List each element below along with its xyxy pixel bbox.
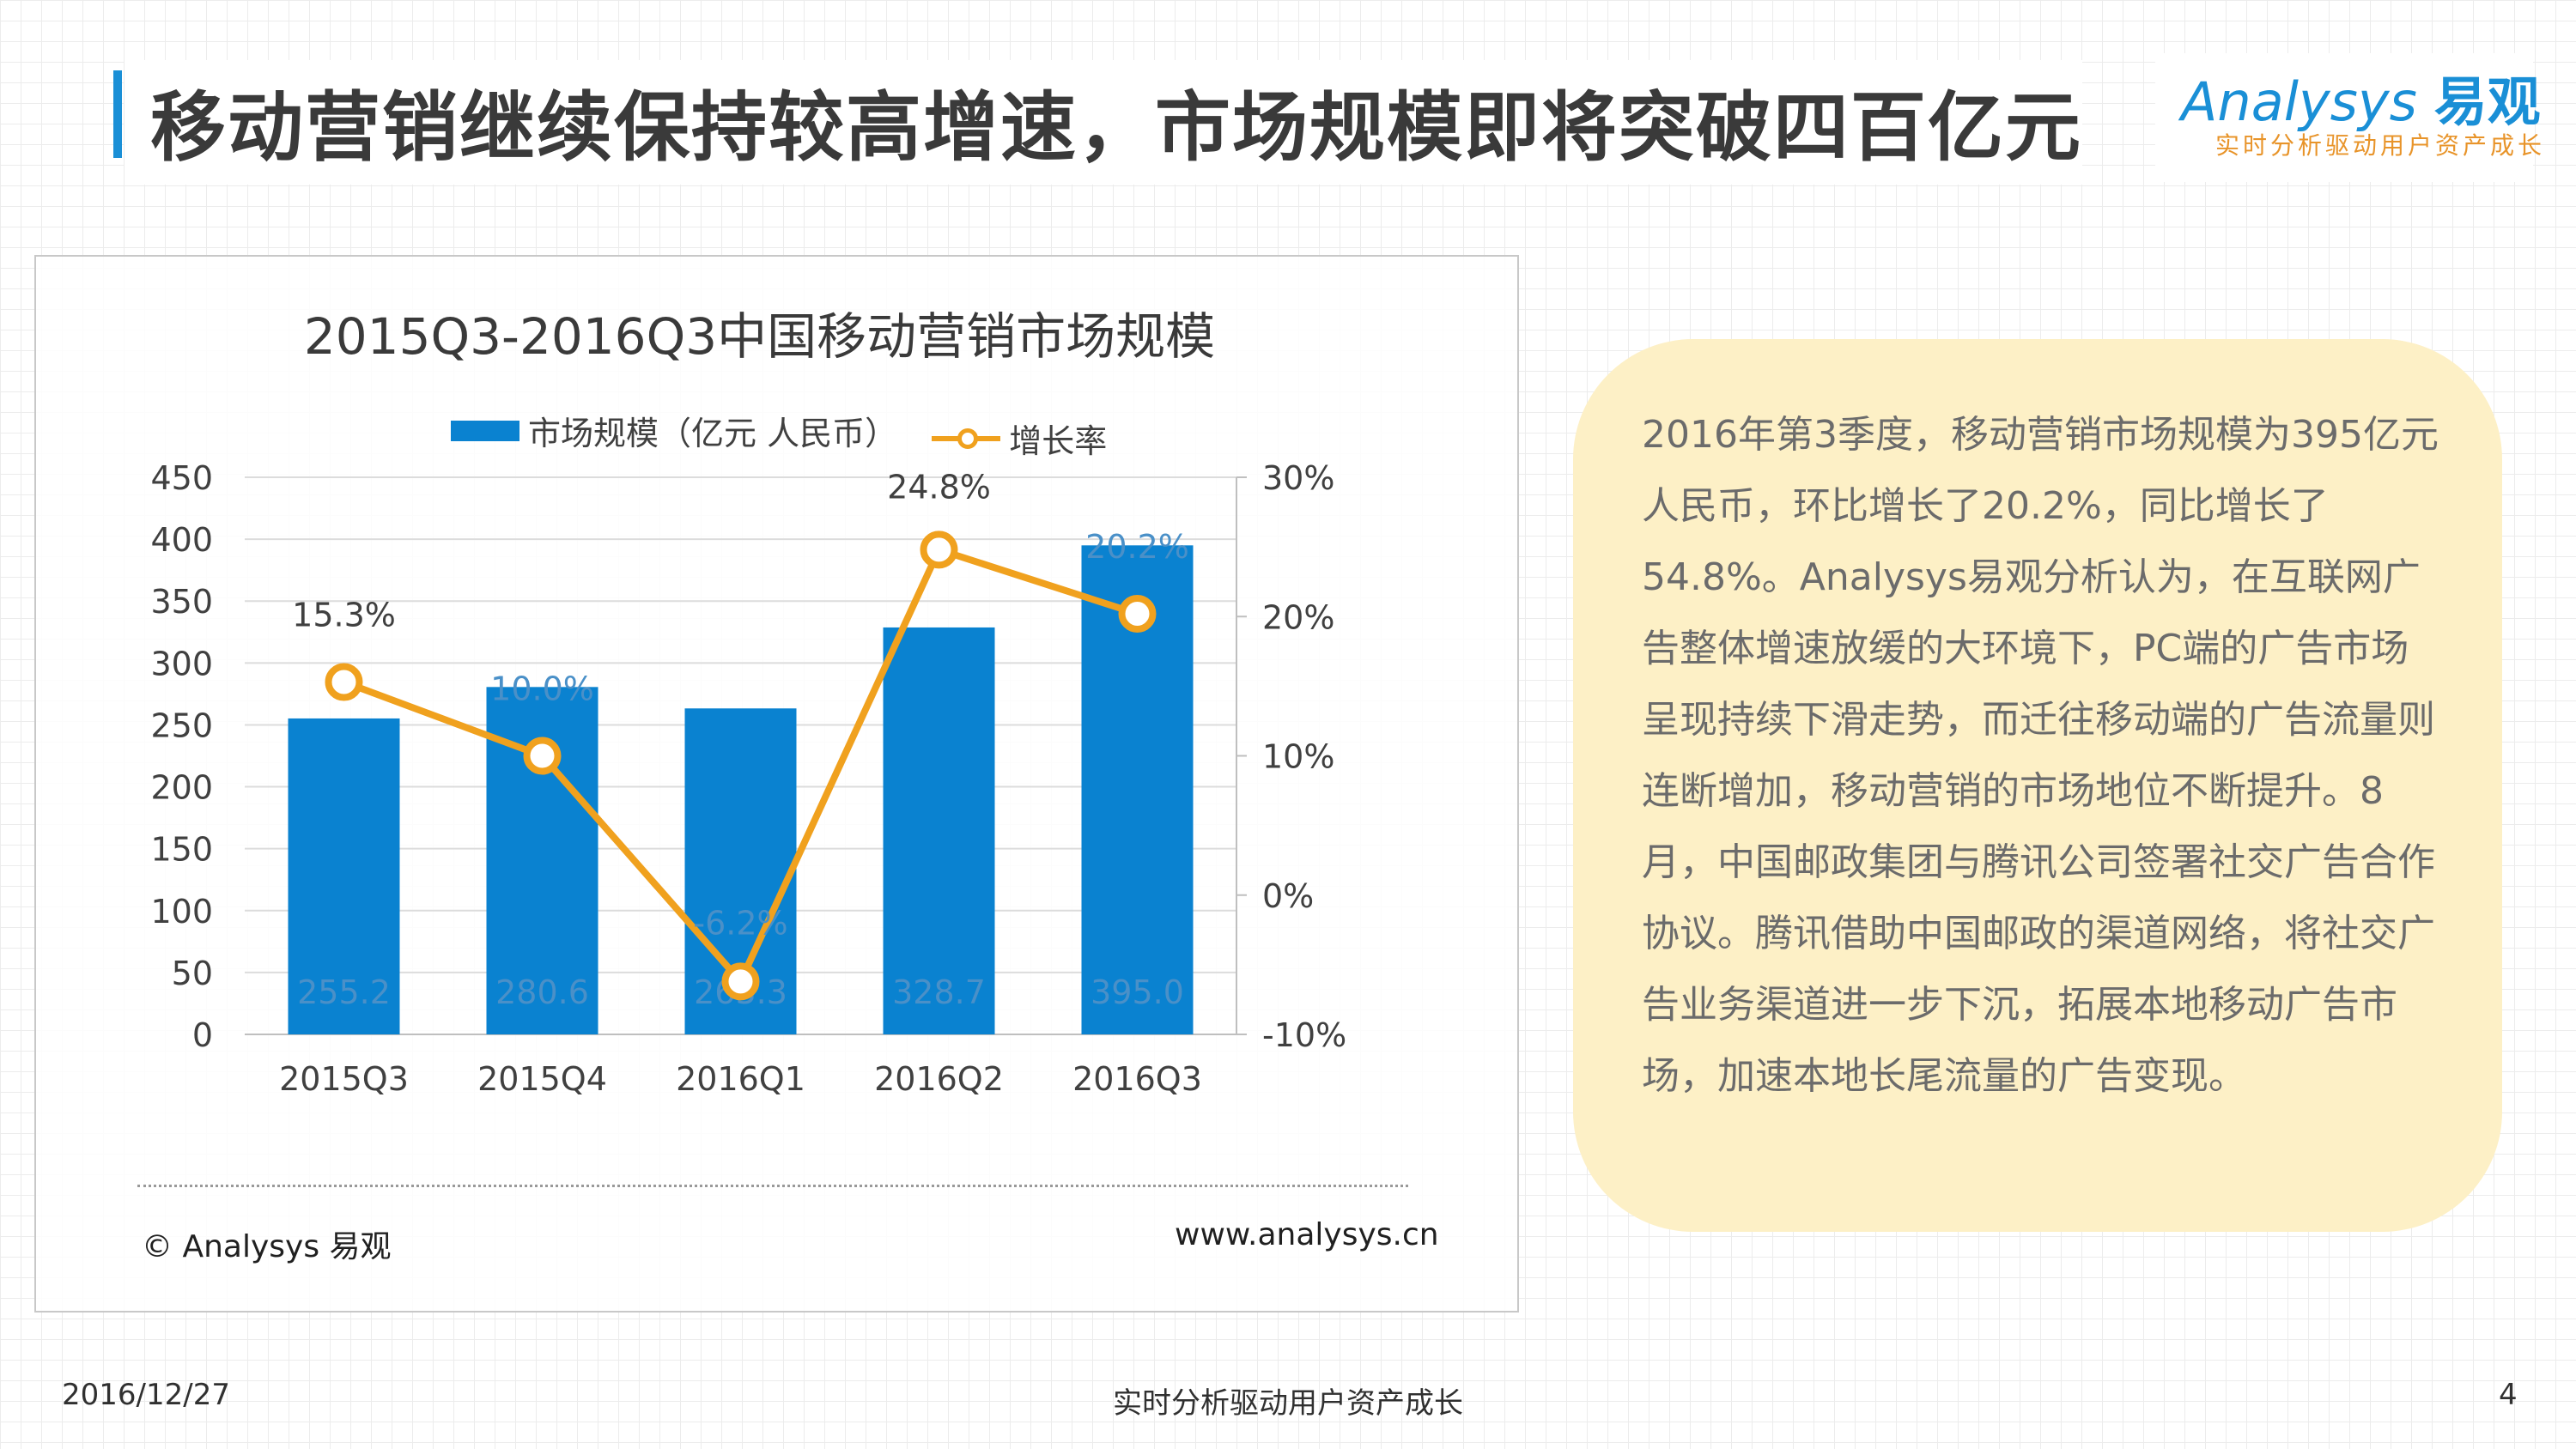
logo-en: Analysys [2181,70,2417,133]
chart-title: 2015Q3-2016Q3中国移动营销市场规模 [303,307,1216,366]
x-tick-label: 2016Q3 [1072,1060,1202,1098]
bar-value-label: 328.7 [892,973,986,1011]
growth-value-label: 20.2% [1085,528,1189,566]
chart-legend: 市场规模（亿元 人民币） 增长率 [451,407,1131,462]
growth-point [325,663,363,701]
legend-bar-label: 市场规模（亿元 人民币） [528,415,898,452]
y-left-tick-label: 350 [150,583,213,621]
y-left-tick-label: 450 [150,459,213,497]
y-right-tick-label: 20% [1262,598,1334,636]
bar-value-label: 280.6 [495,973,589,1011]
title-band [125,60,2082,185]
x-tick-label: 2015Q4 [477,1060,607,1098]
bar-value-label: 255.2 [297,973,391,1011]
y-left-tick-label: 0 [192,1016,213,1054]
logo-tagline: 实时分析驱动用户资产成长 [2215,131,2546,160]
y-left-tick-label: 400 [150,521,213,559]
growth-point [1118,595,1157,634]
legend-item-line: 增长率 [932,415,1107,462]
analysis-text: 2016年第3季度，移动营销市场规模为395亿元人民币，环比增长了20.2%，同… [1642,413,2439,1098]
y-left-tick-label: 250 [150,706,213,744]
y-left-tick-label: 50 [172,955,213,992]
x-tick-label: 2015Q3 [279,1060,409,1098]
y-right-tick-label: -10% [1262,1016,1346,1054]
legend-line-swatch [932,427,1001,449]
analysis-panel: 2016年第3季度，移动营销市场规模为395亿元人民币，环比增长了20.2%，同… [1573,339,2502,1232]
y-left-tick-label: 100 [150,893,213,931]
footer-date: 2016/12/27 [62,1378,230,1412]
growth-value-label: 15.3% [292,597,396,634]
chart-copyright: © Analysys 易观 [142,1229,392,1264]
analysys-logo: Analysys 易观 实时分析驱动用户资产成长 [2155,53,2542,182]
page-title: 移动营销继续保持较高增速，市场规模即将突破四百亿元 [150,83,2083,172]
y-left-tick-label: 200 [150,769,213,807]
growth-value-label: -6.2% [693,904,787,942]
bar [288,718,400,1034]
y-right-tick-label: 30% [1262,459,1334,497]
bar [883,627,995,1034]
growth-value-label: 24.8% [887,468,991,506]
growth-value-label: 10.0% [490,670,594,708]
bar-value-label: 395.0 [1091,973,1184,1011]
chart-plot: 0 50 100 150 200 250 300 350 400 450 -10% 0% 10% 20% 3… [150,459,1346,1098]
logo-cn: 易观 [2433,70,2541,133]
legend-line-label: 增长率 [1009,422,1108,460]
x-tick-label: 2016Q1 [676,1060,805,1098]
growth-point [523,737,562,775]
y-left-tick-label: 300 [150,645,213,682]
chart-website: www.analysys.cn [1175,1217,1439,1252]
logo-wordmark: Analysys 易观 [2181,58,2541,136]
y-left-tick-label: 150 [150,831,213,869]
y-right-tick-label: 0% [1262,877,1314,915]
growth-point [721,962,760,1001]
page-number: 4 [2499,1378,2518,1412]
x-tick-label: 2016Q2 [874,1060,1004,1098]
legend-item-bar: 市场规模（亿元 人民币） [451,407,897,454]
chart-divider [137,1185,1408,1187]
legend-bar-swatch [451,420,519,441]
title-accent-bar [113,70,122,158]
y-right-tick-label: 10% [1262,738,1334,776]
growth-point [920,530,958,569]
footer-slogan: 实时分析驱动用户资产成长 [1113,1386,1463,1421]
